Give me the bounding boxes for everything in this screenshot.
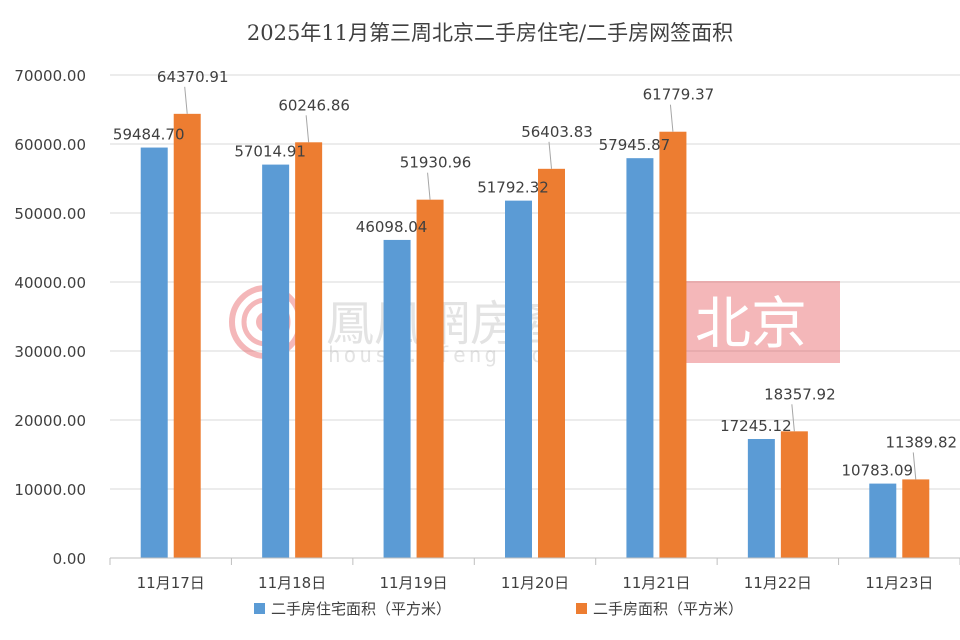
data-label-series-2: 64370.91 bbox=[157, 68, 229, 86]
y-axis: 0.00 10000.00 20000.00 30000.00 40000.00 5000… bbox=[14, 67, 86, 568]
x-tick-label: 11月18日 bbox=[258, 574, 326, 592]
x-tick-label: 11月19日 bbox=[379, 574, 447, 592]
bar-series-1 bbox=[626, 158, 654, 558]
x-tick-label: 11月20日 bbox=[501, 574, 569, 592]
data-label-series-1: 46098.04 bbox=[356, 218, 428, 236]
data-label-series-1: 17245.12 bbox=[720, 417, 792, 435]
legend-swatch bbox=[254, 603, 265, 614]
y-tick-label: 20000.00 bbox=[14, 412, 86, 430]
bar-series-2 bbox=[902, 479, 930, 558]
bar-series-2 bbox=[295, 142, 323, 558]
bar-series-2 bbox=[659, 131, 687, 558]
watermark-city: 北京 bbox=[695, 292, 807, 357]
leader-line bbox=[548, 141, 552, 169]
legend-entry: 二手房住宅面积（平方米） bbox=[271, 600, 451, 618]
x-tick-label: 11月21日 bbox=[622, 574, 690, 592]
y-tick-label: 60000.00 bbox=[14, 136, 86, 154]
legend-entry: 二手房面积（平方米） bbox=[593, 600, 743, 618]
bar-series-1 bbox=[140, 147, 168, 558]
data-label-series-1: 59484.70 bbox=[113, 126, 185, 144]
leader-line bbox=[427, 172, 431, 200]
y-tick-label: 10000.00 bbox=[14, 481, 86, 499]
leader-line bbox=[305, 115, 310, 143]
x-axis: 11月17日 11月18日 11月19日 11月20日 11月21日 11月22日 11月2… bbox=[109, 557, 960, 592]
bar-series-1 bbox=[383, 239, 411, 558]
data-label-series-2: 51930.96 bbox=[400, 154, 472, 172]
data-label-series-1: 57014.91 bbox=[234, 143, 306, 161]
bar-series-2 bbox=[173, 113, 201, 558]
y-tick-label: 40000.00 bbox=[14, 274, 86, 292]
leader-line bbox=[184, 86, 188, 114]
ifeng-house-watermark: 鳳凰網房產 house.ifeng.com 北京 bbox=[229, 281, 840, 367]
data-label-series-1: 10783.09 bbox=[841, 462, 913, 480]
bars bbox=[140, 113, 930, 559]
bar-series-2 bbox=[538, 168, 565, 558]
leader-lines bbox=[184, 86, 917, 480]
bar-series-1 bbox=[747, 439, 775, 558]
y-tick-label: 70000.00 bbox=[14, 67, 86, 85]
data-label-series-2: 11389.82 bbox=[885, 433, 957, 451]
legend-swatch bbox=[576, 603, 587, 614]
x-tick-label: 11月22日 bbox=[744, 574, 812, 592]
y-tick-label: 50000.00 bbox=[14, 205, 86, 223]
data-labels: 59484.70 64370.91 57014.91 60246.86 46098.04… bbox=[113, 68, 957, 480]
gridlines bbox=[110, 74, 960, 490]
y-tick-label: 30000.00 bbox=[14, 343, 86, 361]
bar-series-2 bbox=[416, 199, 444, 558]
data-label-series-2: 18357.92 bbox=[764, 385, 836, 403]
bar-series-1 bbox=[262, 164, 290, 559]
chart-title: 2025年11月第三周北京二手房住宅/二手房网签面积 bbox=[247, 21, 733, 45]
leader-line bbox=[912, 452, 917, 480]
leader-line bbox=[669, 104, 674, 132]
x-tick-label: 11月23日 bbox=[865, 574, 933, 592]
data-label-series-2: 60246.86 bbox=[278, 96, 350, 114]
x-tick-label: 11月17日 bbox=[137, 574, 205, 592]
leader-line bbox=[791, 404, 795, 432]
bar-series-2 bbox=[780, 431, 808, 558]
y-tick-label: 0.00 bbox=[53, 550, 86, 568]
data-label-series-2: 61779.37 bbox=[643, 86, 715, 104]
data-label-series-2: 56403.83 bbox=[521, 123, 593, 141]
bar-series-1 bbox=[505, 200, 532, 558]
data-label-series-1: 51792.32 bbox=[477, 179, 549, 197]
watermark-city-badge bbox=[662, 281, 840, 363]
data-label-series-1: 57945.87 bbox=[599, 136, 671, 154]
legend: 二手房住宅面积（平方米） 二手房面积（平方米） bbox=[254, 600, 743, 618]
bar-series-1 bbox=[869, 483, 897, 558]
